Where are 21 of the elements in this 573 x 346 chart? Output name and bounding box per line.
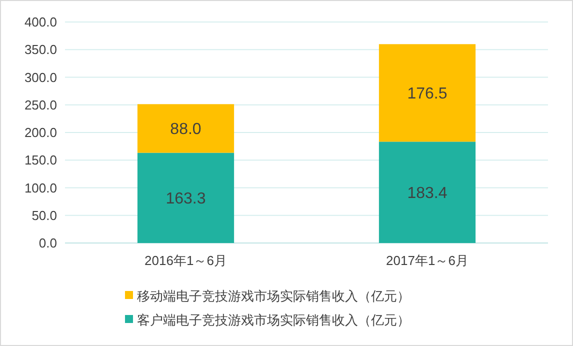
y-tick-label: 50.0 [32, 208, 57, 223]
y-tick-label: 0.0 [38, 236, 57, 251]
legend-label: 客户端电子竞技游戏市场实际销售收入（亿元） [137, 312, 410, 328]
legend-label: 移动端电子竞技游戏市场实际销售收入（亿元） [137, 288, 410, 304]
y-tick-label: 300.0 [24, 70, 57, 85]
y-tick-label: 400.0 [24, 14, 57, 30]
data-label: 88.0 [170, 121, 202, 138]
data-label: 163.3 [166, 190, 206, 208]
x-tick-label: 2016年1～6月 [144, 253, 227, 268]
bar [137, 152, 234, 243]
data-label: 183.4 [407, 184, 448, 202]
y-tick-label: 250.0 [24, 97, 57, 112]
y-tick-label: 200.0 [24, 125, 57, 140]
y-tick-label: 100.0 [24, 180, 57, 196]
x-tick-label: 2017年1～6月 [386, 253, 468, 268]
data-label: 176.5 [407, 86, 448, 103]
y-tick-label: 150.0 [24, 152, 57, 168]
bar [378, 44, 476, 142]
bar [378, 142, 476, 243]
bar [137, 104, 234, 153]
y-tick-label: 350.0 [24, 42, 57, 58]
